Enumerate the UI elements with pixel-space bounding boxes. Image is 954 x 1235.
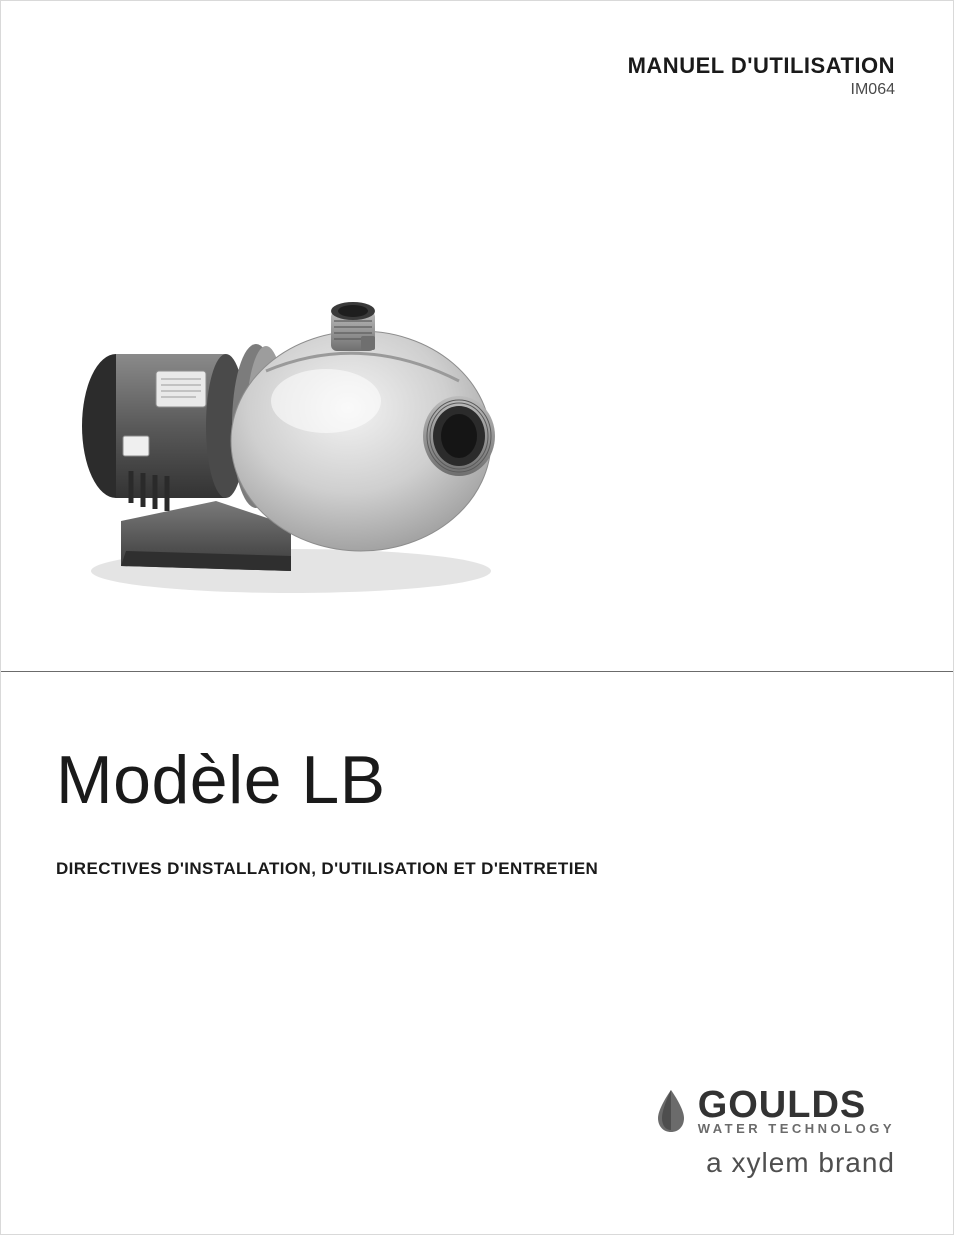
brand-division: WATER TECHNOLOGY bbox=[698, 1122, 895, 1135]
product-image bbox=[61, 271, 521, 611]
goulds-text-wrap: GOULDS WATER TECHNOLOGY bbox=[698, 1086, 895, 1135]
header-block: MANUEL D'UTILISATION IM064 bbox=[628, 53, 895, 99]
document-code: IM064 bbox=[628, 81, 895, 99]
model-title: Modèle LB bbox=[56, 741, 895, 819]
brand-logo-row: GOULDS WATER TECHNOLOGY bbox=[654, 1086, 895, 1135]
tagline-brand: brand bbox=[810, 1147, 895, 1178]
page: MANUEL D'UTILISATION IM064 bbox=[0, 0, 954, 1235]
goulds-drop-icon bbox=[654, 1088, 688, 1134]
brand-block: GOULDS WATER TECHNOLOGY a xylem brand bbox=[654, 1086, 895, 1179]
tagline-a: a bbox=[706, 1147, 731, 1178]
title-block: Modèle LB DIRECTIVES D'INSTALLATION, D'U… bbox=[56, 741, 895, 879]
brand-tagline: a xylem brand bbox=[654, 1147, 895, 1179]
manual-label: MANUEL D'UTILISATION bbox=[628, 53, 895, 79]
brand-name: GOULDS bbox=[698, 1086, 867, 1124]
tagline-xylem: xylem bbox=[731, 1147, 809, 1178]
horizontal-divider bbox=[1, 671, 953, 672]
document-subtitle: DIRECTIVES D'INSTALLATION, D'UTILISATION… bbox=[56, 859, 895, 879]
